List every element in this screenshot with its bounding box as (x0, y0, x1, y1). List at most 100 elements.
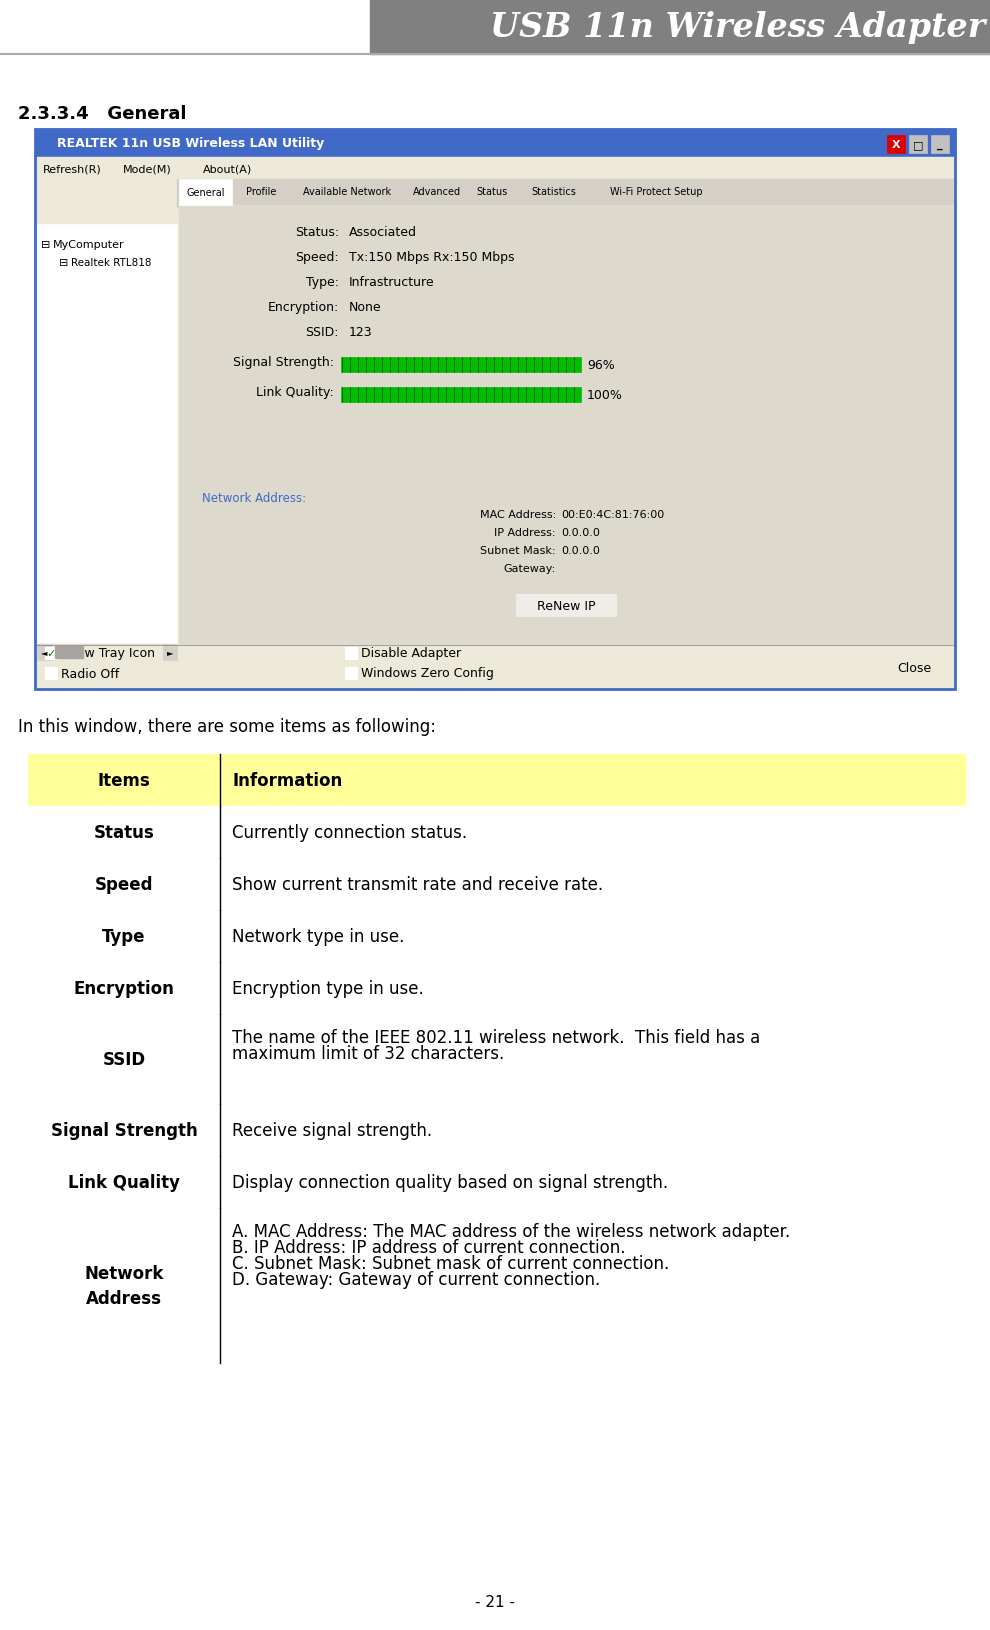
Bar (37, 225, 177, 644)
Text: MyComputer: MyComputer (53, 240, 125, 249)
Text: Show Tray Icon: Show Tray Icon (61, 647, 155, 660)
Bar (28, 859, 965, 911)
Text: 123: 123 (349, 326, 372, 339)
Bar (45, 668, 57, 680)
Text: The name of the IEEE 802.11 wireless network.  This field has a: The name of the IEEE 802.11 wireless net… (232, 1029, 760, 1046)
Text: 100%: 100% (587, 390, 623, 401)
Text: Receive signal strength.: Receive signal strength. (232, 1121, 432, 1139)
Text: Items: Items (98, 771, 150, 789)
Bar (28, 1156, 965, 1208)
Text: - 21 -: - 21 - (475, 1594, 515, 1609)
Text: About(A): About(A) (203, 165, 252, 174)
Text: Disable Adapter: Disable Adapter (361, 647, 461, 660)
Bar (370, 0, 990, 55)
Text: REALTEK 11n USB Wireless LAN Utility: REALTEK 11n USB Wireless LAN Utility (57, 137, 325, 150)
Bar (28, 1014, 965, 1104)
Text: Statistics: Statistics (532, 187, 576, 197)
Text: Close: Close (898, 662, 932, 675)
Bar (35, 130, 955, 689)
Text: C. Subnet Mask: Subnet mask of current connection.: C. Subnet Mask: Subnet mask of current c… (232, 1253, 669, 1273)
Text: ⊟: ⊟ (41, 240, 50, 249)
Bar (177, 179, 953, 209)
Text: Encryption: Encryption (73, 980, 174, 998)
Text: None: None (349, 302, 381, 315)
Bar (35, 179, 955, 689)
Text: Advanced: Advanced (413, 187, 461, 197)
Text: Gateway:: Gateway: (504, 564, 556, 574)
Text: Speed: Speed (95, 875, 153, 893)
Text: ✓: ✓ (46, 649, 55, 659)
Bar (345, 668, 357, 680)
Bar (35, 130, 955, 158)
Text: Subnet Mask:: Subnet Mask: (480, 546, 556, 556)
Text: Signal Strength: Signal Strength (50, 1121, 197, 1139)
Text: MAC Address:: MAC Address: (480, 510, 556, 520)
Text: maximum limit of 32 characters.: maximum limit of 32 characters. (232, 1045, 504, 1063)
Bar (179, 179, 233, 205)
Bar (28, 755, 965, 807)
Bar (341, 388, 581, 403)
Text: Network
Address: Network Address (84, 1265, 163, 1307)
Bar (163, 644, 177, 660)
Bar (28, 962, 965, 1014)
Text: SSID: SSID (102, 1050, 146, 1068)
Bar (882, 655, 947, 680)
Bar (28, 911, 965, 962)
Text: Signal Strength:: Signal Strength: (233, 355, 334, 368)
Text: Display connection quality based on signal strength.: Display connection quality based on sign… (232, 1174, 668, 1192)
Text: Radio Off: Radio Off (61, 667, 119, 680)
Text: Encryption type in use.: Encryption type in use. (232, 980, 424, 998)
Bar (28, 807, 965, 859)
Bar (0, 0, 370, 55)
Text: General: General (186, 187, 225, 197)
Text: Network type in use.: Network type in use. (232, 927, 404, 945)
Bar (407, 179, 467, 204)
Text: Profile: Profile (246, 187, 276, 197)
Text: 2.3.3.4   General: 2.3.3.4 General (18, 104, 186, 122)
Text: Encryption:: Encryption: (267, 302, 339, 315)
Text: 96%: 96% (587, 359, 615, 372)
Text: IP Address:: IP Address: (494, 528, 556, 538)
Text: Realtek RTL818: Realtek RTL818 (71, 258, 151, 267)
Bar (28, 1208, 965, 1363)
Text: Refresh(R): Refresh(R) (43, 165, 102, 174)
Bar (235, 179, 288, 204)
Text: Infrastructure: Infrastructure (349, 275, 435, 289)
Text: USB 11n Wireless Adapter: USB 11n Wireless Adapter (490, 11, 985, 44)
Text: X: X (892, 140, 900, 150)
Bar (35, 130, 955, 689)
Text: Status: Status (477, 187, 508, 197)
Text: Network Address:: Network Address: (202, 492, 306, 505)
Text: 0.0.0.0: 0.0.0.0 (561, 546, 600, 556)
Bar (197, 489, 935, 590)
Text: A. MAC Address: The MAC address of the wireless network adapter.: A. MAC Address: The MAC address of the w… (232, 1222, 790, 1240)
Text: Available Network: Available Network (304, 187, 392, 197)
Bar (516, 595, 616, 616)
Bar (290, 179, 405, 204)
Bar (28, 1104, 965, 1156)
Text: Type:: Type: (306, 275, 339, 289)
Text: Link Quality: Link Quality (68, 1174, 180, 1192)
Text: Status:: Status: (295, 227, 339, 240)
Text: ⊟: ⊟ (59, 258, 68, 267)
Text: Link Quality:: Link Quality: (256, 386, 334, 399)
Text: SSID:: SSID: (306, 326, 339, 339)
Text: ◄: ◄ (41, 649, 48, 657)
Text: Information: Information (232, 771, 343, 789)
Text: ReNew IP: ReNew IP (537, 600, 595, 613)
Text: Speed:: Speed: (295, 251, 339, 264)
Text: 0.0.0.0: 0.0.0.0 (561, 528, 600, 538)
Bar (55, 647, 83, 659)
Text: D. Gateway: Gateway of current connection.: D. Gateway: Gateway of current connectio… (232, 1270, 600, 1288)
Text: □: □ (913, 140, 924, 150)
Bar (469, 179, 516, 204)
Text: Show current transmit rate and receive rate.: Show current transmit rate and receive r… (232, 875, 603, 893)
Bar (179, 205, 953, 644)
Text: Mode(M): Mode(M) (123, 165, 171, 174)
Text: ►: ► (166, 649, 173, 657)
Text: Windows Zero Config: Windows Zero Config (361, 667, 494, 680)
Text: Status: Status (94, 823, 154, 841)
Bar (345, 647, 357, 660)
Bar (37, 645, 953, 689)
Bar (45, 647, 57, 660)
